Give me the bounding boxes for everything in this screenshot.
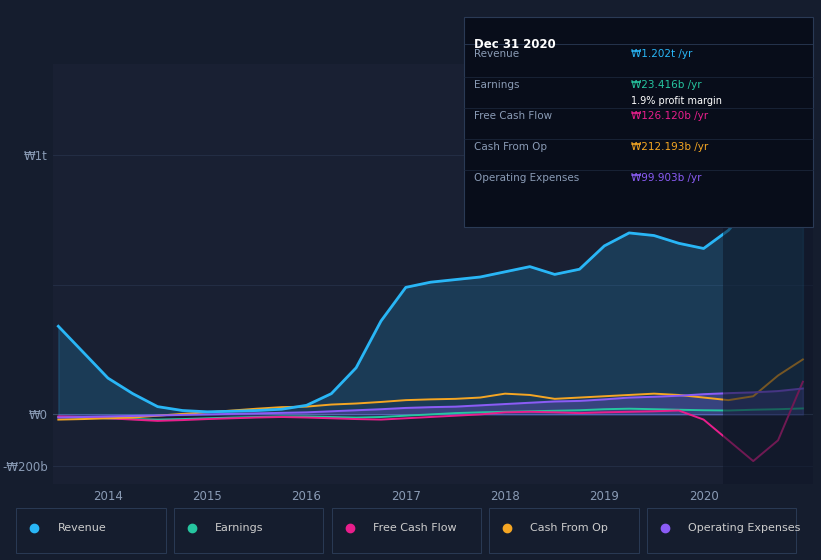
Text: ₩23.416b /yr: ₩23.416b /yr [631, 80, 702, 90]
Text: Free Cash Flow: Free Cash Flow [373, 522, 456, 533]
Text: Cash From Op: Cash From Op [474, 142, 547, 152]
Text: Earnings: Earnings [474, 80, 519, 90]
Text: Operating Expenses: Operating Expenses [474, 173, 579, 183]
Text: ₩1.202t /yr: ₩1.202t /yr [631, 49, 693, 59]
Text: Earnings: Earnings [215, 522, 264, 533]
Text: Revenue: Revenue [57, 522, 106, 533]
Text: Revenue: Revenue [474, 49, 519, 59]
Text: 1.9% profit margin: 1.9% profit margin [631, 96, 722, 106]
Text: ₩99.903b /yr: ₩99.903b /yr [631, 173, 702, 183]
Text: Dec 31 2020: Dec 31 2020 [474, 38, 556, 51]
Text: Cash From Op: Cash From Op [530, 522, 608, 533]
Text: ₩212.193b /yr: ₩212.193b /yr [631, 142, 709, 152]
Polygon shape [723, 64, 813, 484]
Text: ₩126.120b /yr: ₩126.120b /yr [631, 111, 709, 121]
Text: Free Cash Flow: Free Cash Flow [474, 111, 552, 121]
Text: Operating Expenses: Operating Expenses [688, 522, 800, 533]
